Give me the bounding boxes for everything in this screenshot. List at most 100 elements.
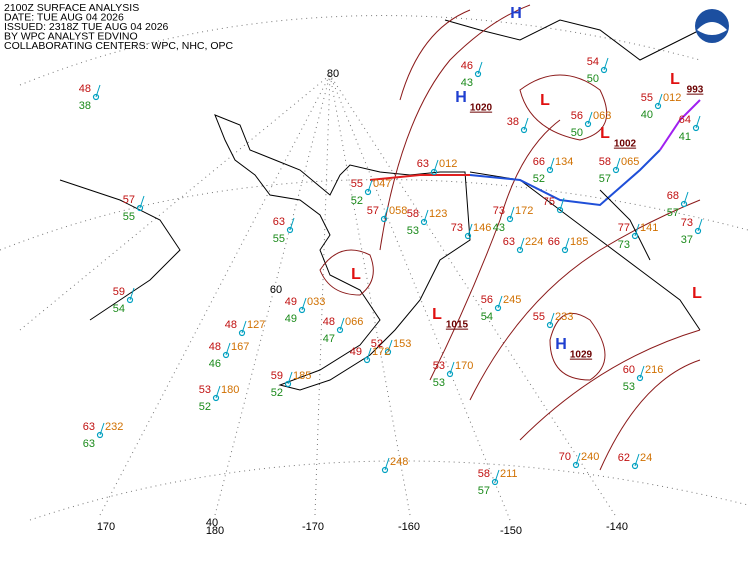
pressure-center-symbol: L: [432, 306, 442, 323]
station-circle: [298, 306, 306, 314]
station-temperature: 52: [371, 338, 383, 350]
lon-line: [214, 74, 331, 516]
grid-label: 40: [206, 517, 218, 529]
wind-barb: [497, 295, 503, 309]
wind-barb: [697, 218, 703, 232]
station-pressure: 167: [231, 341, 249, 353]
station-dewpoint: 52: [199, 401, 211, 413]
lon-line: [314, 74, 331, 516]
station-pressure: 123: [429, 208, 447, 220]
wind-barb: [95, 84, 101, 98]
header-line: 2100Z SURFACE ANALYSIS: [4, 2, 139, 14]
station-pressure: 065: [621, 156, 639, 168]
station-circle: [363, 356, 371, 364]
cold-front: [469, 149, 661, 207]
station-circle: [612, 166, 620, 174]
station-circle: [336, 326, 344, 334]
station-dewpoint: 46: [209, 358, 221, 370]
station-temperature: 48: [209, 341, 221, 353]
station-temperature: 63: [417, 158, 429, 170]
station-circle: [494, 304, 502, 312]
wind-barb: [467, 223, 473, 237]
wind-barb: [657, 93, 663, 107]
station-dewpoint: 41: [679, 131, 691, 143]
isobar: [429, 119, 561, 381]
station-temperature: 48: [79, 83, 91, 95]
isobar: [379, 4, 531, 251]
station-circle: [694, 227, 702, 235]
wind-barb: [423, 209, 429, 223]
station-dewpoint: 52: [533, 173, 545, 185]
isobar: [549, 312, 606, 381]
station-temperature: 56: [571, 110, 583, 122]
wind-barb: [339, 317, 345, 331]
station-circle: [474, 70, 482, 78]
station-temperature: 73: [681, 217, 693, 229]
station-pressure: 172: [372, 346, 390, 358]
station-circle: [654, 102, 662, 110]
isobar: [399, 9, 471, 101]
station-pressure: 224: [525, 236, 543, 248]
station-temperature: 49: [285, 296, 297, 308]
station-circle: [212, 394, 220, 402]
station-dewpoint: 57: [478, 485, 490, 497]
pressure-center-symbol: L: [540, 92, 550, 109]
noaa-logo: [695, 9, 729, 43]
wind-barb: [683, 191, 689, 205]
station-pressure: 248: [390, 456, 408, 468]
station-circle: [126, 296, 134, 304]
station-dewpoint: 54: [113, 303, 125, 315]
station-pressure: 153: [393, 338, 411, 350]
wind-barb: [564, 237, 570, 251]
station-dewpoint: 63: [83, 438, 95, 450]
graticule: [0, 15, 748, 521]
wind-barb: [523, 117, 529, 131]
station-circle: [420, 218, 428, 226]
station-dewpoint: 49: [285, 313, 297, 325]
station-pressure: 141: [640, 222, 658, 234]
station-temperature: 54: [587, 56, 599, 68]
station-pressure: 232: [105, 421, 123, 433]
stations: 48 38 57 55 59 54 63 55 49 49 033 48 127 48 46 167 48 47 0…: [79, 56, 703, 497]
wind-barb: [615, 157, 621, 171]
station-circle: [380, 215, 388, 223]
station-pressure: 146: [473, 222, 491, 234]
station-temperature: 48: [225, 319, 237, 331]
station-temperature: 66: [548, 236, 560, 248]
station-temperature: 58: [407, 208, 419, 220]
wind-barb: [225, 342, 231, 356]
grid-label: 60: [270, 284, 282, 296]
station-temperature: 63: [273, 216, 285, 228]
wind-barb: [301, 297, 307, 311]
wind-barb: [287, 371, 293, 385]
pressure-center-symbol: L: [692, 285, 702, 302]
station-circle: [446, 370, 454, 378]
station-circle: [631, 232, 639, 240]
grid-label: -140: [606, 521, 628, 533]
pressure-center-value: 993: [687, 85, 704, 96]
station-pressure: 172: [515, 205, 533, 217]
pressure-center-symbol: L: [670, 71, 680, 88]
station-temperature: 53: [433, 360, 445, 372]
station-pressure: 245: [503, 294, 521, 306]
wind-barb: [241, 320, 247, 334]
wind-barb: [289, 217, 295, 231]
station-dewpoint: 52: [271, 387, 283, 399]
station-circle: [631, 462, 639, 470]
alaska-coast: [214, 114, 471, 391]
station-circle: [516, 246, 524, 254]
station-dewpoint: 50: [587, 73, 599, 85]
wind-barb: [603, 57, 609, 71]
station-temperature: 58: [478, 468, 490, 480]
grid-label: -170: [302, 521, 324, 533]
station-circle: [96, 431, 104, 439]
station-circle: [506, 215, 514, 223]
grid-label: 170: [97, 521, 115, 533]
wind-barb: [477, 61, 483, 75]
station-temperature: 46: [461, 60, 473, 72]
station-circle: [584, 120, 592, 128]
wind-barb: [99, 422, 105, 436]
station-circle: [384, 348, 392, 356]
